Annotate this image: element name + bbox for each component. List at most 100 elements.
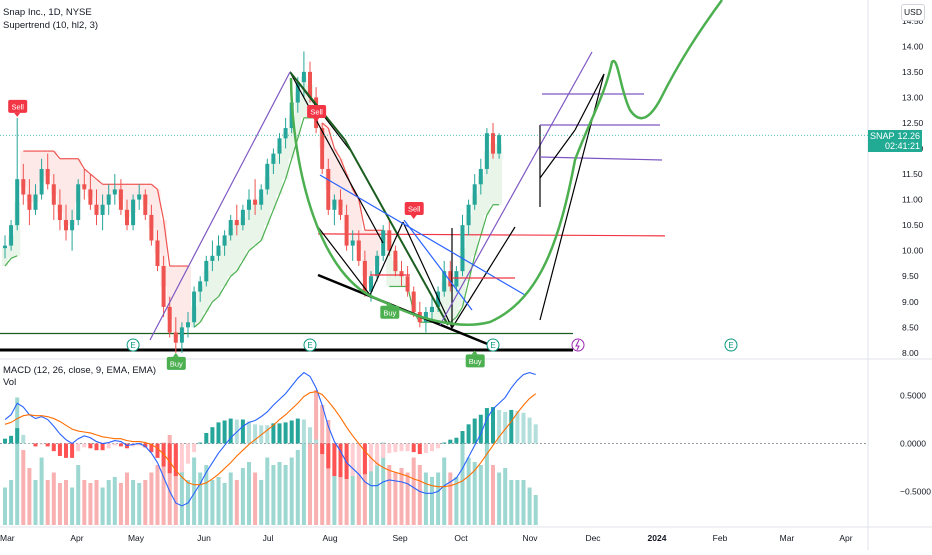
signal-badge — [307, 104, 327, 118]
candle-body — [112, 189, 117, 195]
supertrend-line-segment — [163, 219, 171, 267]
volume-bar — [64, 480, 68, 525]
price-axis-tick-label: 11.50 — [902, 169, 923, 179]
macd-legend[interactable]: MACD (12, 26, close, 9, EMA, EMA) — [3, 365, 157, 376]
macd-histogram-bar — [393, 443, 398, 453]
volume-bar — [509, 480, 514, 525]
macd-histogram-bar — [118, 443, 123, 447]
supertrend-line-segment — [156, 189, 165, 221]
supertrend-fill-segment — [331, 148, 338, 205]
volume-bars — [3, 390, 538, 525]
time-axis-tick-label: Jun — [197, 533, 211, 543]
price-axis-tick-label: 13.50 — [902, 67, 924, 77]
trend-line-drawing — [319, 174, 526, 296]
drawings: Sell Buy Sell Buy Sell Buy — [8, 0, 724, 370]
supertrend-line-segment — [474, 235, 482, 256]
volume-bar — [466, 457, 471, 525]
macd-histogram-bar — [112, 443, 117, 446]
candle-body — [167, 306, 172, 333]
volume-bar — [387, 465, 392, 525]
trend-line-drawing — [317, 226, 371, 296]
supertrend-fill-segment — [32, 151, 39, 203]
candle-body — [277, 138, 282, 154]
signal-label: Buy — [170, 359, 183, 368]
candle-body — [253, 199, 258, 205]
supertrend-fill-segment — [294, 92, 301, 139]
trend-line-drawing — [574, 73, 605, 131]
resistance-line — [317, 233, 666, 237]
volume-bar — [228, 472, 233, 525]
macd-histogram-bar — [399, 443, 404, 452]
candle-body — [118, 189, 123, 210]
macd-histogram-bar — [15, 428, 20, 444]
candle-body — [137, 194, 142, 200]
volume-bar — [405, 472, 410, 525]
volume-bar — [344, 450, 349, 525]
candle-body — [478, 168, 483, 185]
macd-histogram-bar — [179, 443, 184, 473]
candle-body — [131, 199, 136, 226]
candle-body — [350, 240, 355, 246]
candle-body — [320, 128, 325, 169]
signal-pointer — [410, 215, 417, 220]
currency-button[interactable]: USD — [901, 4, 925, 21]
signal-badge — [404, 202, 424, 216]
macd-histogram-bar — [484, 408, 489, 444]
supertrend-fill-segment — [239, 217, 246, 261]
candle-body — [125, 209, 129, 226]
supertrend-fill-segment — [477, 176, 484, 236]
supertrend-line-segment — [297, 117, 305, 139]
signal-pointer — [14, 112, 21, 117]
earnings-marker — [126, 338, 140, 352]
macd-histogram-bar — [45, 443, 50, 447]
volume-bar — [240, 468, 245, 525]
volume-bar — [484, 442, 489, 525]
candle-body — [39, 168, 44, 195]
supertrend-line-segment — [455, 306, 464, 318]
supertrend-line-segment — [278, 178, 287, 195]
macd-axis-tick-label: −0.5000 — [900, 486, 931, 496]
volume-bar — [503, 468, 508, 525]
supertrend-line-segment — [486, 204, 494, 216]
volume-bar — [210, 480, 215, 525]
macd-histogram-bar — [405, 443, 410, 452]
supertrend-line-segment — [461, 281, 470, 308]
volume-bar — [350, 465, 355, 525]
macd-histogram-bar — [326, 443, 331, 469]
volume-bar — [497, 472, 502, 525]
candle-body — [143, 194, 148, 215]
supertrend-fill-segment — [288, 115, 295, 159]
supertrend-line-segment — [224, 275, 232, 287]
volume-bar — [39, 457, 44, 525]
supertrend-legend[interactable]: Supertrend (10, hl2, 3) — [3, 20, 99, 31]
candle-body — [381, 230, 386, 256]
candle-body — [308, 71, 312, 98]
volume-bar — [423, 472, 428, 525]
macd-histogram-bar — [39, 443, 44, 445]
supertrend-fill-segment — [160, 220, 167, 287]
supertrend-line-segment — [199, 311, 207, 323]
macd-histogram-bar — [454, 437, 459, 444]
macd-histogram-bar — [155, 443, 160, 458]
last-price-tag: SNAP 12.26 02:41:21 — [868, 130, 922, 152]
supertrend-line-segment — [248, 245, 256, 252]
price-axis-tick-label: 9.50 — [902, 271, 919, 281]
candle-body — [240, 209, 245, 226]
volume-bar — [234, 480, 239, 525]
supertrend-fill-segment — [337, 158, 344, 208]
macd-histogram-bar — [332, 443, 337, 477]
price-axis-tick-label: 13.00 — [902, 92, 924, 102]
volume-legend[interactable]: Vol — [3, 377, 17, 388]
candle-body — [484, 133, 489, 169]
volume-bar — [131, 480, 136, 525]
supertrend-line-segment — [217, 286, 226, 297]
candle-body — [411, 291, 416, 313]
volume-bar — [491, 465, 495, 525]
flash-icon — [575, 339, 580, 351]
macd-histogram-bar — [240, 419, 245, 444]
trend-line-drawing — [289, 71, 384, 244]
volume-bar — [76, 465, 81, 525]
supertrend-fill-segment — [282, 133, 289, 180]
